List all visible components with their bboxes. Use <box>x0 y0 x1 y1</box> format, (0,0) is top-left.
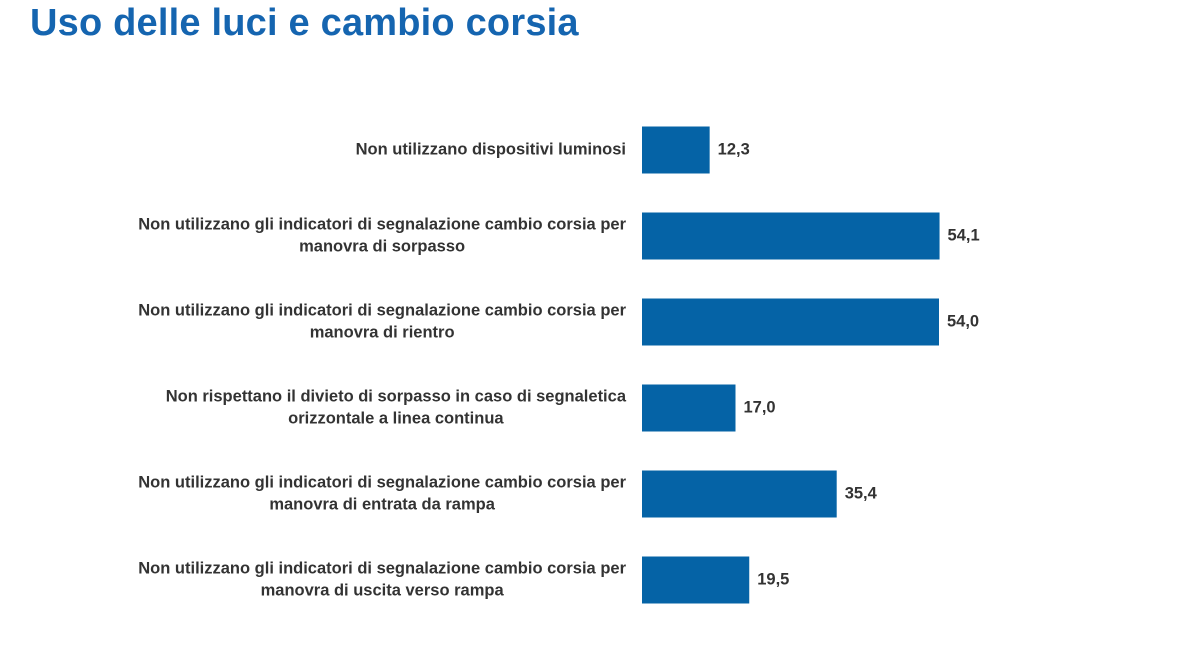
category-label-3-line-1: Non utilizzano gli indicatori di segnala… <box>138 301 626 319</box>
page-title: Uso delle luci e cambio corsia <box>30 2 579 44</box>
value-label-3: 54,0 <box>947 312 979 330</box>
value-label-6: 19,5 <box>757 570 789 588</box>
value-label-2: 54,1 <box>948 226 980 244</box>
category-label-5-line-2: manovra di entrata da rampa <box>269 495 495 513</box>
category-label-4-line-1: Non rispettano il divieto di sorpasso in… <box>166 387 627 405</box>
category-label-2-line-1: Non utilizzano gli indicatori di segnala… <box>138 215 626 233</box>
bar-1 <box>642 126 710 174</box>
bar-3 <box>642 298 939 346</box>
bar-4 <box>642 384 736 432</box>
category-label-3-line-2: manovra di rientro <box>310 323 455 341</box>
category-label-5-line-1: Non utilizzano gli indicatori di segnala… <box>138 473 626 491</box>
bar-2 <box>642 212 940 260</box>
category-label-2-line-2: manovra di sorpasso <box>299 237 465 255</box>
value-label-5: 35,4 <box>845 484 878 502</box>
bar-5 <box>642 470 837 518</box>
value-label-1: 12,3 <box>718 140 750 158</box>
bar-6 <box>642 556 750 604</box>
value-label-4: 17,0 <box>744 398 776 416</box>
category-label-1-line-1: Non utilizzano dispositivi luminosi <box>356 140 626 158</box>
category-label-4-line-2: orizzontale a linea continua <box>288 409 504 427</box>
category-label-6-line-2: manovra di uscita verso rampa <box>261 581 505 599</box>
category-label-6-line-1: Non utilizzano gli indicatori di segnala… <box>138 559 626 577</box>
